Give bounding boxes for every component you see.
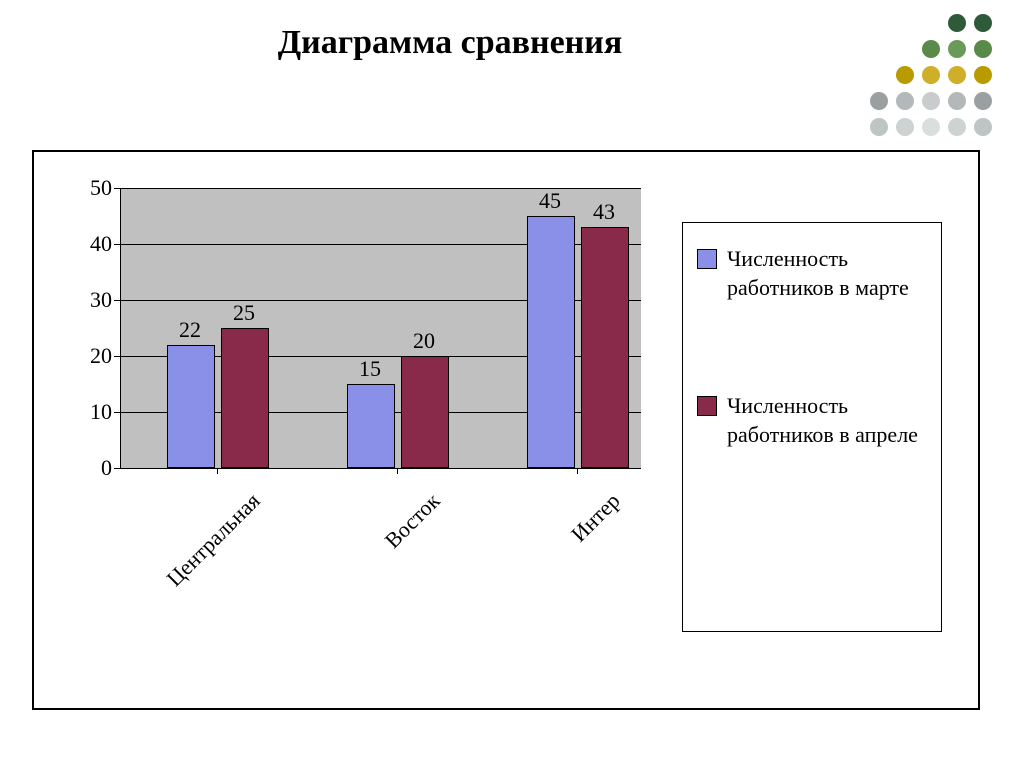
bar-value-label: 22: [179, 317, 201, 343]
decor-dot: [974, 14, 992, 32]
y-tick-mark: [114, 412, 120, 413]
bar: [167, 345, 215, 468]
legend-swatch: [697, 249, 717, 269]
legend-item: Численность работников в марте: [697, 245, 927, 302]
y-tick-label: 0: [62, 455, 112, 481]
y-tick-mark: [114, 244, 120, 245]
x-tick-mark: [397, 468, 398, 474]
bar-value-label: 43: [593, 199, 615, 225]
y-tick-label: 20: [62, 343, 112, 369]
x-category-label: Интер: [494, 488, 626, 620]
bar: [581, 227, 629, 468]
decor-dot: [870, 118, 888, 136]
decor-dot: [948, 118, 966, 136]
decor-dot: [948, 66, 966, 84]
legend-swatch: [697, 396, 717, 416]
bar: [527, 216, 575, 468]
y-tick-label: 10: [62, 399, 112, 425]
bar-value-label: 45: [539, 188, 561, 214]
decor-dot: [974, 40, 992, 58]
chart-frame: Численность работников в марте Численност…: [32, 150, 980, 710]
y-tick-mark: [114, 468, 120, 469]
slide-title: Диаграмма сравнения: [0, 24, 900, 62]
legend-text: Численность работников в апреле: [727, 392, 927, 449]
y-tick-mark: [114, 356, 120, 357]
bar: [221, 328, 269, 468]
decor-dot: [922, 66, 940, 84]
bar: [347, 384, 395, 468]
decor-dot: [922, 40, 940, 58]
bar-value-label: 25: [233, 300, 255, 326]
decor-dot: [870, 92, 888, 110]
legend: Численность работников в марте Численност…: [682, 222, 942, 632]
decor-dot: [948, 92, 966, 110]
legend-text: Численность работников в марте: [727, 245, 927, 302]
x-tick-mark: [577, 468, 578, 474]
legend-item: Численность работников в апреле: [697, 392, 927, 449]
decor-dot: [896, 92, 914, 110]
decor-dot: [948, 40, 966, 58]
bar: [401, 356, 449, 468]
gridline: [121, 188, 641, 189]
bar-value-label: 20: [413, 328, 435, 354]
decor-dot: [974, 66, 992, 84]
decor-dot: [896, 118, 914, 136]
decor-dot: [974, 118, 992, 136]
decor-dot: [922, 92, 940, 110]
decor-dot: [922, 118, 940, 136]
y-tick-label: 30: [62, 287, 112, 313]
y-tick-label: 40: [62, 231, 112, 257]
slide: Диаграмма сравнения Численность работник…: [0, 0, 1024, 768]
x-tick-mark: [217, 468, 218, 474]
decor-dot: [948, 14, 966, 32]
y-tick-mark: [114, 188, 120, 189]
y-tick-label: 50: [62, 175, 112, 201]
x-category-label: Центральная: [134, 488, 266, 620]
bar-value-label: 15: [359, 356, 381, 382]
y-tick-mark: [114, 300, 120, 301]
decor-dot: [974, 92, 992, 110]
decorative-dot-grid: [870, 14, 996, 140]
decor-dot: [896, 66, 914, 84]
x-category-label: Восток: [314, 488, 446, 620]
